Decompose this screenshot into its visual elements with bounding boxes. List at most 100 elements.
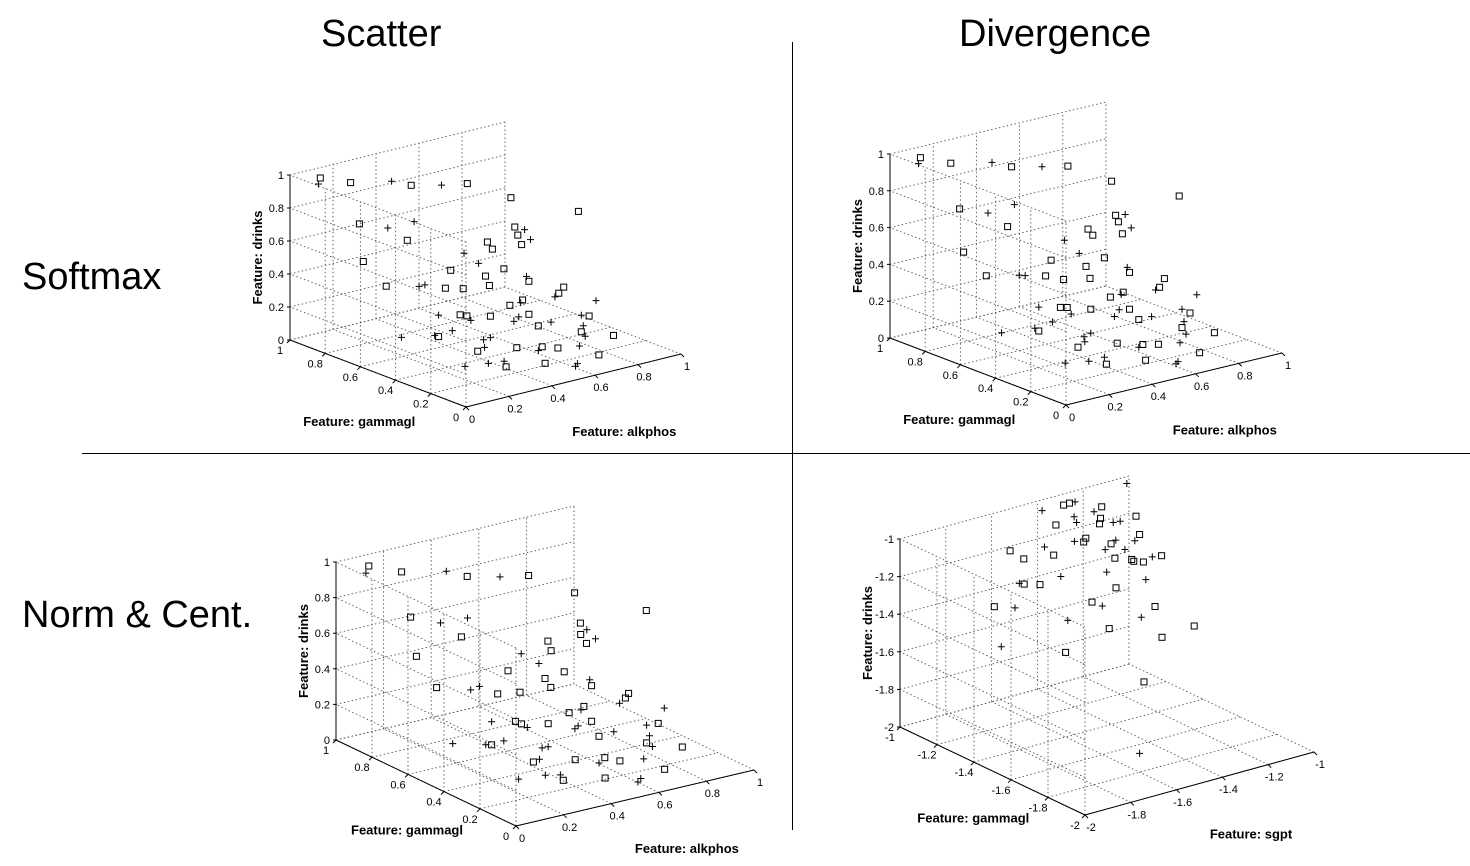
data-point-square — [529, 758, 537, 766]
side-wall-grid-line — [335, 632, 517, 720]
data-point-square — [1100, 254, 1108, 262]
side-wall-grid-line — [335, 597, 517, 685]
data-point-square — [1063, 304, 1071, 311]
data-point-plus — [637, 775, 645, 782]
data-point-square — [365, 562, 373, 570]
floor-grid-line — [375, 318, 553, 387]
data-point-square — [588, 682, 596, 690]
data-point-plus — [1135, 343, 1143, 351]
data-point-plus — [314, 180, 322, 188]
data-point-square — [435, 333, 443, 341]
data-point-plus — [500, 357, 508, 365]
y-axis-label: Feature: gammagl — [903, 412, 1015, 427]
side-wall-grid-line — [899, 538, 1086, 628]
data-point-plus — [1121, 546, 1129, 553]
data-point-square — [398, 568, 406, 576]
x-axis-line — [515, 769, 755, 827]
x-tick-mark — [1065, 404, 1070, 409]
floor-grid-line — [332, 328, 510, 397]
data-point-plus — [544, 743, 552, 751]
data-point-plus — [421, 281, 429, 289]
z-tick-label: 0 — [878, 333, 884, 345]
x-tick-mark — [1130, 802, 1135, 806]
data-point-square — [1062, 648, 1070, 656]
data-point-plus — [1100, 353, 1108, 361]
data-point-square — [621, 694, 629, 702]
floor-grid-line — [889, 285, 1107, 339]
y-axis-line — [289, 339, 467, 408]
data-point-square — [601, 774, 609, 782]
y-tick-label: 0.6 — [943, 370, 958, 382]
y-tick-mark — [1081, 814, 1086, 819]
floor-grid-line — [899, 663, 1130, 728]
data-point-plus — [1064, 616, 1072, 624]
back-wall-grid-line — [289, 220, 506, 275]
y-tick-label: 0.2 — [1013, 397, 1028, 409]
data-point-square — [1154, 340, 1162, 348]
data-point-plus — [515, 313, 523, 321]
y-tick-label: 0.2 — [462, 814, 477, 826]
data-point-plus — [1148, 313, 1156, 321]
x-tick-mark — [1195, 373, 1199, 378]
floor-grid-line — [973, 698, 1204, 763]
data-point-plus — [500, 737, 508, 745]
data-point-plus — [388, 177, 396, 185]
x-tick-label: -2 — [1086, 822, 1096, 834]
y-tick-mark — [1027, 391, 1032, 395]
side-wall-grid-line — [889, 263, 1067, 332]
data-point-square — [457, 633, 465, 641]
back-wall-grid-line — [899, 513, 1130, 578]
y-axis-label: Feature: gammagl — [917, 811, 1029, 826]
data-point-square — [642, 607, 650, 614]
z-tick-label: -1.2 — [875, 572, 894, 584]
data-point-plus — [1070, 537, 1078, 545]
z-tick-label: -1.6 — [875, 647, 894, 659]
data-point-plus — [610, 728, 618, 736]
data-point-square — [1060, 501, 1068, 509]
side-wall-grid-line — [899, 613, 1086, 703]
data-point-plus — [384, 224, 392, 232]
y-tick-mark — [1007, 779, 1012, 784]
data-point-plus — [523, 272, 530, 280]
data-point-square — [916, 154, 924, 162]
data-point-square — [507, 194, 515, 202]
data-point-square — [1196, 349, 1204, 357]
data-point-plus — [1090, 508, 1098, 516]
data-point-plus — [527, 236, 534, 244]
data-point-square — [1178, 324, 1186, 332]
floor-grid-line — [418, 307, 596, 376]
x-tick-mark — [594, 374, 599, 379]
data-point-square — [643, 739, 651, 747]
y-tick-mark — [321, 353, 326, 357]
side-wall-grid-line — [889, 190, 1067, 259]
y-tick-label: -1.2 — [918, 750, 937, 762]
side-wall-grid-line — [289, 207, 467, 276]
data-point-square — [583, 639, 590, 647]
data-point-square — [463, 572, 471, 580]
data-point-square — [1158, 552, 1166, 560]
y-axis-line — [899, 726, 1086, 816]
y-tick-label: 1 — [877, 343, 883, 355]
x-tick-label: -1.6 — [1173, 797, 1192, 809]
data-point-square — [1119, 288, 1127, 296]
data-point-plus — [480, 336, 488, 344]
data-point-square — [511, 223, 519, 231]
data-point-square — [1135, 316, 1143, 324]
z-tick-label: -1.4 — [875, 609, 894, 621]
data-point-square — [1111, 554, 1119, 562]
z-tick-label: 0.4 — [269, 269, 284, 281]
back-wall-grid-line — [335, 576, 575, 634]
data-point-plus — [521, 226, 529, 234]
data-point-plus — [464, 614, 471, 622]
data-point-square — [525, 277, 533, 285]
floor-grid-line — [526, 694, 707, 782]
data-point-plus — [484, 359, 492, 367]
z-tick-label: 0.6 — [269, 236, 284, 248]
data-point-square — [560, 283, 568, 291]
data-point-plus — [998, 329, 1006, 337]
data-point-square — [616, 757, 624, 765]
back-wall-grid-line — [335, 647, 575, 705]
x-tick-mark — [1267, 764, 1272, 768]
data-point-plus — [510, 317, 518, 325]
